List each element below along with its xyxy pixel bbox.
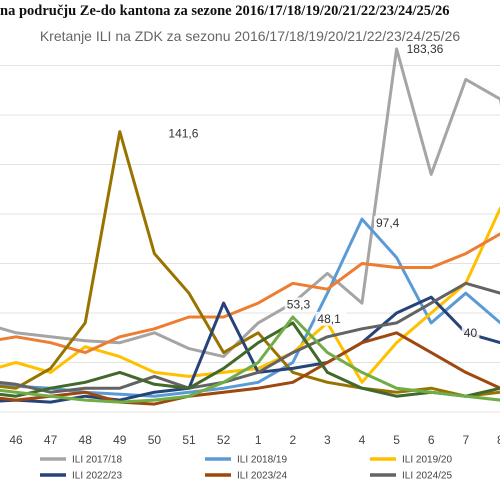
x-tick-label: 2 [289, 433, 296, 447]
x-tick-label: 5 [393, 433, 400, 447]
series-line-3 [0, 232, 500, 355]
legend-item-label: ILI 2017/18 [72, 455, 122, 466]
data-label: 141,6 [168, 127, 198, 141]
legend: ILI 2017/18 ILI 2018/19 ILI 2019/20 ILI 202… [40, 455, 452, 482]
x-tick-label: 49 [113, 433, 127, 447]
legend-item-label: ILI 2023/24 [237, 471, 287, 482]
data-label: 97,4 [376, 216, 400, 230]
data-label-bg [315, 311, 347, 326]
x-tick-label: 3 [324, 433, 331, 447]
series-line-7 [0, 281, 500, 394]
page-title: na području Ze-do kantona za sezone 2016… [0, 3, 450, 19]
x-tick-label: 6 [428, 433, 435, 447]
series-line-1 [0, 217, 500, 398]
x-tick-label: 51 [182, 433, 196, 447]
x-axis-ticks: 464748495051521234567891011121314 [9, 433, 500, 447]
data-label-bg [284, 297, 316, 312]
series-line-8 [0, 321, 500, 398]
data-labels: 183,36141,6100,597,491,165,853,348,1408,… [166, 41, 480, 340]
grid-layer [0, 65, 500, 413]
data-label-bg [404, 41, 450, 56]
series-line-6 [0, 331, 500, 406]
legend-item-label: ILI 2022/23 [72, 471, 122, 482]
x-tick-label: 52 [217, 433, 231, 447]
x-tick-label: 48 [79, 433, 93, 447]
data-label: 40 [464, 326, 478, 340]
x-tick-label: 47 [44, 433, 58, 447]
x-tick-label: 50 [148, 433, 162, 447]
data-label: 183,36 [407, 42, 444, 56]
x-tick-label: 46 [9, 433, 23, 447]
chart-title: Kretanje ILI na ZDK za sezonu 2016/17/18… [39, 28, 461, 44]
legend-item-label: ILI 2019/20 [402, 455, 452, 466]
data-label: 53,3 [287, 297, 311, 311]
legend-item-label: ILI 2018/19 [237, 455, 287, 466]
data-label-bg [374, 216, 406, 231]
data-label-bg [461, 325, 480, 340]
data-label: 48,1 [317, 312, 341, 326]
legend-item-label: ILI 2024/25 [402, 471, 452, 482]
series-line-0 [0, 47, 500, 359]
x-tick-label: 4 [359, 433, 366, 447]
x-tick-label: 7 [462, 433, 469, 447]
x-tick-label: 1 [255, 433, 262, 447]
series-line-9 [0, 315, 500, 404]
series-line-4 [0, 130, 500, 398]
series-layer [0, 47, 500, 406]
x-tick-label: 8 [497, 433, 500, 447]
data-label-bg [166, 126, 205, 141]
